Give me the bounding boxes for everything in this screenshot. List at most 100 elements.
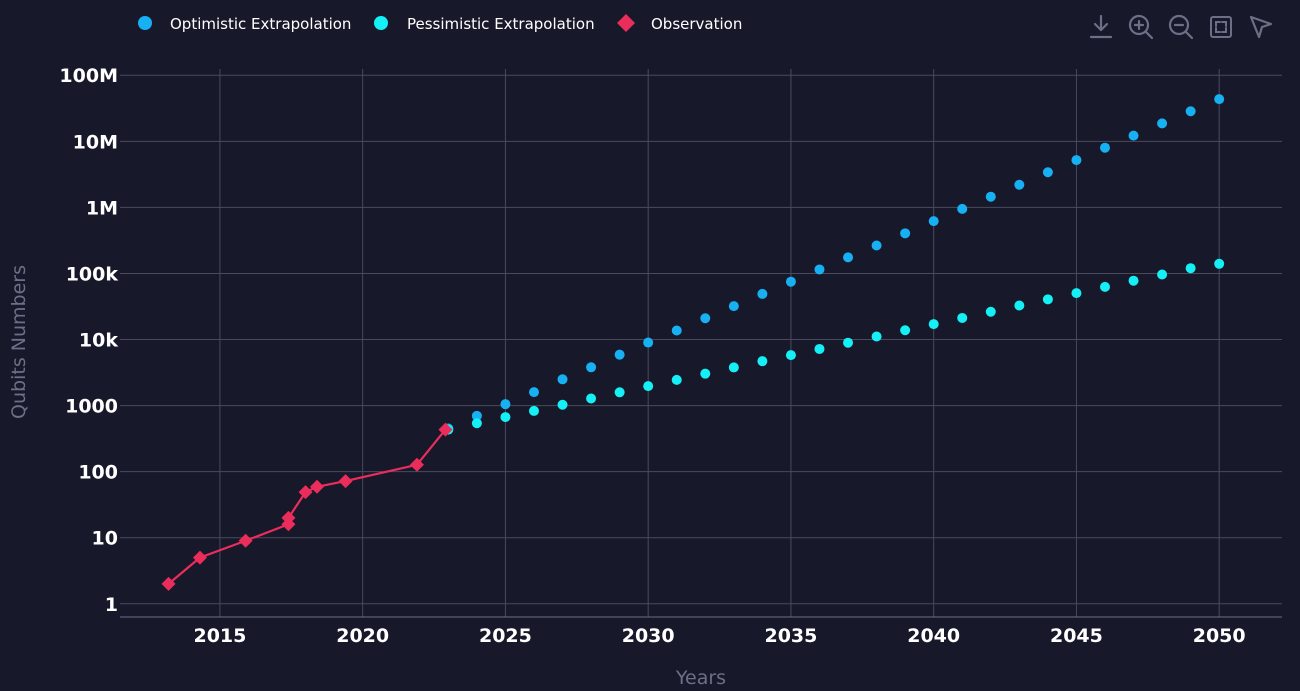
series-observation (161, 422, 453, 591)
y-tick-label: 1 (105, 594, 118, 616)
legend: Optimistic Extrapolation Pessimistic Ext… (138, 14, 742, 33)
data-point-optimistic (900, 228, 911, 239)
x-tick-label: 2030 (622, 625, 675, 647)
legend-marker-observation (617, 14, 635, 32)
data-point-optimistic (1214, 94, 1225, 105)
data-point-pessimistic (643, 381, 654, 392)
data-point-optimistic (985, 191, 996, 202)
data-point-optimistic (557, 374, 568, 385)
legend-item-pessimistic[interactable]: Pessimistic Extrapolation (374, 15, 595, 33)
x-gridlines (219, 69, 1220, 617)
data-point-pessimistic (700, 368, 711, 379)
x-tick-label: 2035 (764, 625, 817, 647)
data-point-optimistic (843, 252, 854, 263)
data-point-optimistic (785, 276, 796, 287)
data-point-optimistic (643, 337, 654, 348)
legend-item-observation[interactable]: Observation (617, 14, 742, 33)
data-point-optimistic (728, 301, 739, 312)
data-point-observation (438, 422, 453, 437)
y-tick-label: 100 (78, 462, 118, 484)
y-tick-label: 1000 (65, 396, 118, 418)
data-point-pessimistic (843, 337, 854, 348)
data-point-pessimistic (900, 325, 911, 336)
x-tick-label: 2015 (193, 625, 246, 647)
data-point-optimistic (871, 240, 882, 251)
x-axis-title: Years (675, 667, 726, 689)
y-tick-labels: 1 10 100 1000 10k 100k 1M 10M 100M (59, 65, 118, 616)
data-point-pessimistic (928, 319, 939, 330)
data-point-pessimistic (1157, 269, 1168, 280)
x-tick-label: 2045 (1050, 625, 1103, 647)
data-point-observation (298, 485, 313, 500)
x-tick-label: 2020 (336, 625, 389, 647)
data-point-pessimistic (1214, 258, 1225, 269)
zoom-out-icon[interactable] (1166, 12, 1196, 42)
data-point-pessimistic (728, 362, 739, 373)
data-point-observation (338, 474, 353, 489)
x-tick-label: 2040 (907, 625, 960, 647)
legend-label-observation: Observation (651, 15, 742, 33)
data-point-optimistic (928, 216, 939, 227)
data-point-pessimistic (1185, 263, 1196, 274)
data-point-pessimistic (814, 343, 825, 354)
download-icon[interactable] (1086, 12, 1116, 42)
data-point-pessimistic (785, 350, 796, 361)
series-layer (161, 94, 1225, 591)
data-point-pessimistic (471, 418, 482, 429)
data-point-observation (238, 533, 253, 548)
data-point-optimistic (1099, 142, 1110, 153)
data-point-optimistic (957, 203, 968, 214)
data-point-optimistic (671, 325, 682, 336)
x-tick-label: 2050 (1193, 625, 1246, 647)
legend-marker-optimistic (138, 16, 152, 30)
legend-label-optimistic: Optimistic Extrapolation (170, 15, 351, 33)
data-point-optimistic (500, 399, 511, 410)
data-point-pessimistic (757, 356, 768, 367)
legend-item-optimistic[interactable]: Optimistic Extrapolation (138, 15, 351, 33)
chart-toolbar (1086, 12, 1276, 42)
data-point-pessimistic (1042, 294, 1053, 305)
data-point-optimistic (528, 387, 539, 398)
data-point-optimistic (614, 349, 625, 360)
data-point-pessimistic (614, 387, 625, 398)
x-tick-labels: 2015 2020 2025 2030 2035 2040 2045 2050 (193, 625, 1245, 647)
zoom-in-icon[interactable] (1126, 12, 1156, 42)
data-point-pessimistic (671, 374, 682, 385)
y-tick-label: 100M (59, 65, 118, 87)
data-point-optimistic (1042, 167, 1053, 178)
data-point-pessimistic (985, 306, 996, 317)
data-point-optimistic (1157, 118, 1168, 129)
select-cursor-icon[interactable] (1246, 12, 1276, 42)
data-point-optimistic (1185, 106, 1196, 117)
data-point-observation (309, 479, 324, 494)
data-point-optimistic (1071, 155, 1082, 166)
series-pessimistic (443, 258, 1225, 435)
data-point-optimistic (586, 362, 597, 373)
data-point-pessimistic (500, 412, 511, 423)
data-point-pessimistic (957, 312, 968, 323)
data-point-pessimistic (871, 331, 882, 342)
data-point-observation (192, 550, 207, 565)
data-point-pessimistic (1014, 300, 1025, 311)
data-point-pessimistic (1071, 288, 1082, 299)
y-gridlines (120, 74, 1282, 605)
legend-label-pessimistic: Pessimistic Extrapolation (407, 15, 595, 33)
data-point-observation (161, 576, 176, 591)
y-tick-label: 100k (66, 263, 119, 285)
series-line-observation (167, 428, 447, 585)
data-point-pessimistic (557, 399, 568, 410)
y-tick-label: 10k (79, 330, 118, 352)
data-point-optimistic (471, 410, 482, 421)
x-tick-label: 2025 (479, 625, 532, 647)
data-point-optimistic (1014, 179, 1025, 190)
data-point-pessimistic (1128, 275, 1139, 286)
data-point-observation (409, 457, 424, 472)
data-point-optimistic (814, 264, 825, 275)
data-point-pessimistic (1099, 281, 1110, 292)
data-point-pessimistic (528, 405, 539, 416)
data-point-observation (281, 510, 296, 525)
reset-view-icon[interactable] (1206, 12, 1236, 42)
data-point-optimistic (1128, 130, 1139, 141)
y-axis-title: Qubits Numbers (8, 265, 30, 419)
